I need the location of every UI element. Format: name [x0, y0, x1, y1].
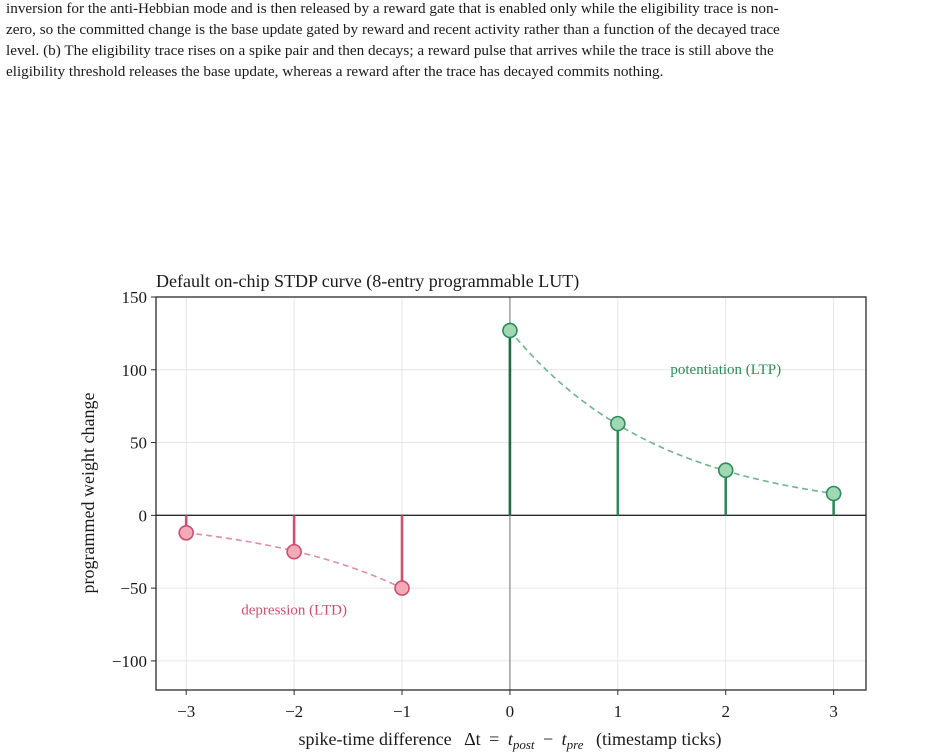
xlabel-sub1: post — [512, 737, 535, 752]
y-tick-label: 150 — [122, 288, 148, 307]
y-tick-label: −50 — [120, 579, 147, 598]
caption-line: eligibility threshold releases the base … — [6, 63, 664, 80]
markers — [178, 322, 842, 596]
xlabel-sub2: pre — [566, 737, 584, 752]
fit-curve — [186, 532, 403, 589]
y-ticks: −100 −50 0 50 100 150 — [112, 288, 156, 671]
xlabel-t2: t — [562, 729, 568, 749]
chart-title: Default on-chip STDP curve (8-entry prog… — [156, 271, 579, 292]
data-point — [502, 322, 518, 339]
x-tick-label: −2 — [285, 702, 303, 721]
y-tick-label: 50 — [130, 434, 147, 453]
data-point — [286, 543, 302, 560]
x-tick-label: 3 — [829, 702, 838, 721]
stems — [184, 330, 835, 589]
x-tick-label: 2 — [721, 702, 730, 721]
y-tick-label: −100 — [112, 652, 147, 671]
x-tick-label: 1 — [614, 702, 623, 721]
y-axis-title: programmed weight change — [78, 393, 98, 594]
xlabel-symbol: Δt — [464, 729, 481, 749]
xlabel-suffix: (timestamp ticks) — [596, 729, 721, 750]
caption-line: inversion for the anti-Hebbian mode and … — [6, 0, 779, 17]
x-tick-label: 0 — [506, 702, 515, 721]
xlabel-eq: = — [489, 729, 499, 749]
data-point — [394, 580, 410, 596]
caption-line: level. (b) The eligibility trace rises o… — [6, 42, 774, 59]
fit-curve — [509, 329, 834, 495]
data-point — [178, 524, 195, 541]
data-point — [610, 415, 626, 432]
xlabel-prefix: spike-time difference — [298, 729, 451, 749]
annotation-label: potentiation (LTP) — [670, 362, 781, 378]
x-axis-title: spike-time difference Δt = tpost − tpre … — [298, 729, 721, 753]
x-tick-label: −3 — [177, 702, 195, 721]
fit-curves — [186, 329, 834, 589]
xlabel-t1: t — [508, 729, 514, 749]
plot-frame — [155, 296, 867, 691]
x-ticks: −3 −2 −1 0 1 2 3 — [177, 690, 838, 721]
annotation-label: depression (LTD) — [241, 602, 347, 618]
data-point — [825, 485, 842, 502]
data-point — [717, 462, 734, 479]
x-tick-label: −1 — [393, 702, 411, 721]
xlabel-minus: − — [543, 729, 553, 749]
figure-caption: inversion for the anti-Hebbian mode and … — [6, 0, 937, 82]
annotations: potentiation (LTP) depression (LTD) — [241, 362, 781, 618]
y-tick-label: 0 — [139, 506, 148, 525]
caption-line: zero, so the committed change is the bas… — [6, 21, 780, 38]
y-tick-label: 100 — [122, 361, 148, 380]
